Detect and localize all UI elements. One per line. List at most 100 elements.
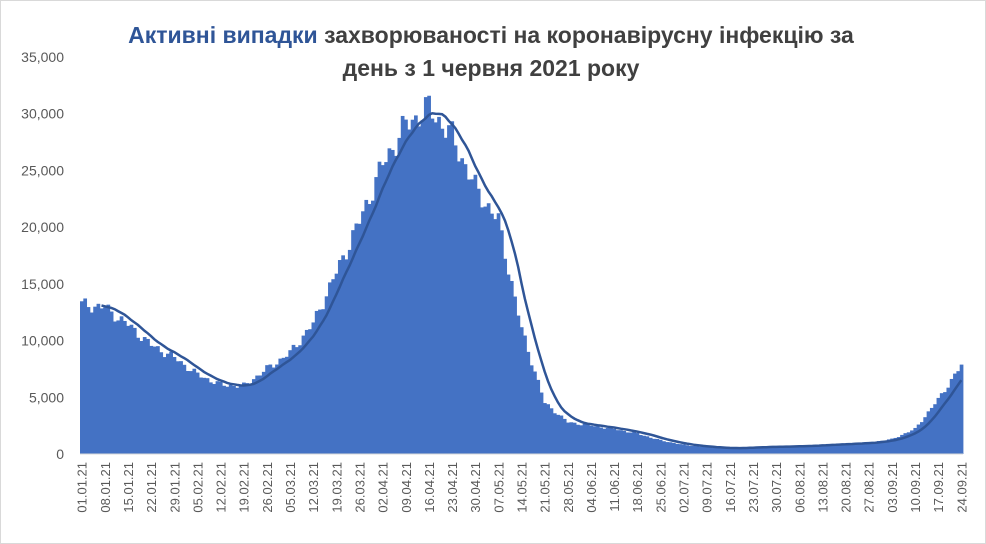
- x-tick-label: 19.02.21: [237, 462, 252, 513]
- bar: [913, 427, 918, 454]
- x-tick-label: 11.06.21: [607, 462, 622, 512]
- bar: [404, 119, 408, 454]
- bar: [440, 128, 445, 454]
- bar: [599, 427, 603, 454]
- bar: [929, 407, 934, 454]
- bar: [371, 200, 375, 454]
- bar: [89, 312, 94, 454]
- bar: [698, 446, 703, 454]
- bar: [949, 378, 954, 454]
- trend-line: [101, 112, 963, 450]
- bar: [99, 308, 104, 454]
- bar: [916, 424, 921, 454]
- bar: [192, 368, 197, 454]
- x-tick-label: 05.03.21: [283, 462, 298, 513]
- bar: [344, 259, 349, 454]
- bar: [86, 307, 91, 454]
- bar: [248, 383, 253, 454]
- x-tick-label: 21.05.21: [538, 462, 553, 513]
- bar: [311, 322, 316, 454]
- bar: [116, 320, 121, 454]
- bar: [457, 161, 461, 455]
- bar: [291, 344, 296, 454]
- bar: [860, 443, 865, 454]
- bar: [245, 383, 250, 454]
- bar: [152, 346, 157, 454]
- y-tick-label: 35,000: [21, 49, 64, 65]
- bar: [208, 382, 213, 454]
- bar: [337, 260, 342, 454]
- bar: [142, 337, 147, 454]
- bar: [619, 430, 623, 454]
- bar: [873, 442, 878, 454]
- x-tick-label: 28.05.21: [561, 462, 576, 513]
- bar: [903, 433, 908, 454]
- bar: [572, 422, 577, 454]
- bar: [179, 361, 183, 454]
- bar: [294, 347, 299, 454]
- bar: [867, 442, 871, 454]
- bar: [748, 447, 752, 454]
- bar: [863, 442, 868, 454]
- bar: [900, 434, 904, 454]
- bar: [189, 371, 193, 454]
- x-tick-label: 20.08.21: [839, 462, 854, 513]
- bar: [625, 432, 630, 454]
- bar: [80, 301, 84, 454]
- bar: [374, 177, 379, 454]
- bar: [380, 165, 385, 454]
- bar: [764, 446, 769, 454]
- bar: [886, 439, 891, 454]
- bar: [946, 387, 951, 454]
- x-tick-label: 12.02.21: [214, 462, 229, 513]
- bar: [414, 115, 418, 455]
- title-accent: Активні випадки: [128, 22, 318, 48]
- bar: [139, 341, 144, 454]
- bar: [701, 446, 706, 454]
- bar: [635, 433, 640, 454]
- bar: [556, 414, 560, 454]
- bar: [708, 447, 713, 454]
- bar: [463, 164, 468, 455]
- bar: [470, 179, 474, 454]
- x-tick-label: 25.06.21: [653, 462, 668, 513]
- bar: [533, 371, 537, 454]
- bar: [589, 425, 594, 454]
- bar: [96, 303, 101, 454]
- bar: [218, 381, 223, 454]
- bar: [460, 158, 465, 455]
- y-tick-label: 25,000: [21, 162, 64, 178]
- bar: [361, 211, 365, 454]
- x-tick-label: 14.05.21: [515, 462, 530, 513]
- x-tick-label: 08.01.21: [98, 462, 113, 513]
- bar: [347, 249, 352, 454]
- bar: [827, 444, 832, 454]
- bar: [926, 411, 931, 454]
- bar: [797, 446, 802, 454]
- bar: [536, 379, 541, 454]
- bar: [602, 428, 607, 454]
- bar: [834, 444, 838, 454]
- bar: [751, 447, 756, 454]
- y-tick-label: 5,000: [29, 389, 64, 405]
- x-tick-label: 27.08.21: [862, 462, 877, 513]
- x-tick-label: 16.07.21: [723, 462, 738, 513]
- bar: [562, 418, 567, 454]
- bar: [509, 280, 514, 454]
- bar: [103, 307, 107, 454]
- bar: [559, 415, 564, 454]
- bar: [93, 306, 97, 454]
- bar: [691, 445, 696, 454]
- bar: [843, 443, 848, 454]
- bar: [476, 188, 481, 454]
- bar: [301, 335, 306, 454]
- bar: [774, 446, 779, 454]
- bar: [113, 321, 117, 454]
- x-tick-label: 02.07.21: [677, 462, 692, 513]
- y-tick-label: 15,000: [21, 276, 64, 292]
- bar: [880, 440, 885, 454]
- bar: [539, 392, 544, 454]
- bar: [718, 447, 722, 454]
- bar: [175, 361, 180, 454]
- bar: [569, 422, 574, 454]
